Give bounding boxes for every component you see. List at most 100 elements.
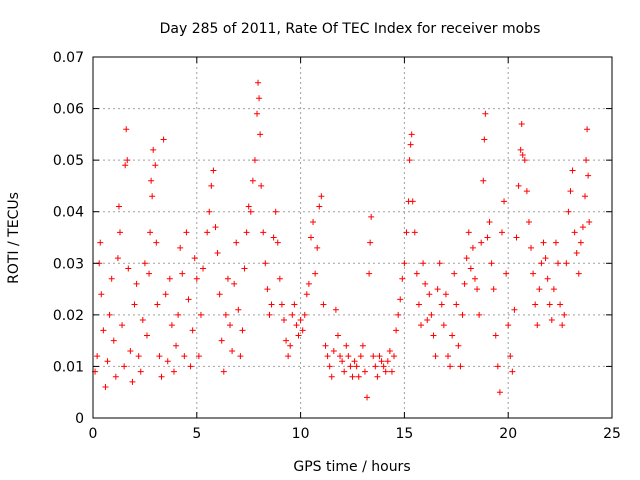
data-point [245,203,252,210]
data-point [434,286,441,293]
data-point [374,373,381,380]
data-point [200,265,207,272]
data-point [158,373,165,380]
x-tick-label: 0 [89,426,98,442]
data-point [326,363,333,370]
data-point [229,347,236,354]
data-point [268,301,275,308]
data-point [193,275,200,282]
data-point [94,353,101,360]
data-point [518,121,525,128]
data-point [503,270,510,277]
data-point [567,188,574,195]
data-point [523,188,530,195]
grid-lines [93,57,612,418]
data-point [455,342,462,349]
data-point [251,157,258,164]
y-tick-label: 0.02 [53,308,84,324]
data-point [534,322,541,329]
plot-area-border [92,56,613,419]
data-point [585,172,592,179]
data-point [295,332,302,339]
data-point [339,358,346,365]
data-point [355,373,362,380]
data-point [289,311,296,318]
data-point [384,358,391,365]
data-point [104,358,111,365]
data-point [334,332,341,339]
data-point [343,342,350,349]
data-point [420,260,427,267]
data-point [490,286,497,293]
data-point [440,322,447,329]
data-point [401,260,408,267]
data-point [422,280,429,287]
data-point [548,317,555,324]
data-point [486,219,493,226]
data-point [367,239,374,246]
data-point [119,322,126,329]
data-point [303,291,310,298]
data-point [428,311,435,318]
data-point [370,353,377,360]
data-point [577,239,584,246]
data-point [345,353,352,360]
data-point [278,301,285,308]
data-point [191,255,198,262]
data-point [406,157,413,164]
data-point [218,337,225,344]
data-point [272,208,279,215]
data-point [341,368,348,375]
data-point [386,347,393,354]
data-point [204,229,211,236]
data-point [320,301,327,308]
data-point [173,342,180,349]
data-point [582,193,589,200]
data-point [220,368,227,375]
data-point [480,177,487,184]
data-point [482,110,489,117]
data-point [530,270,537,277]
data-point [285,353,292,360]
data-point [424,317,431,324]
data-point [557,301,564,308]
data-point [124,157,131,164]
data-point [563,260,570,267]
data-point [447,363,454,370]
data-point [481,136,488,143]
data-point [299,327,306,334]
data-point [397,296,404,303]
data-point [256,95,263,102]
x-tick-label: 10 [292,426,310,442]
data-point [318,193,325,200]
data-point [227,322,234,329]
data-point [189,327,196,334]
data-point [361,368,368,375]
data-point [212,224,219,231]
data-point [349,373,356,380]
data-point [208,182,215,189]
data-point [312,270,319,277]
data-point [129,378,136,385]
data-point [494,363,501,370]
data-point [166,275,173,282]
data-point [517,146,524,153]
data-point [224,275,231,282]
data-point [135,353,142,360]
data-point [102,384,109,391]
data-point [395,311,402,318]
data-point [266,311,273,318]
data-point [388,368,395,375]
data-point [122,162,129,169]
data-point [364,394,371,401]
data-point [569,167,576,174]
data-point [573,249,580,256]
data-point [258,182,265,189]
data-point [498,229,505,236]
y-tick-label: 0.01 [53,359,84,375]
data-point [322,342,329,349]
data-point [123,126,130,133]
data-point [586,219,593,226]
data-point [247,208,254,215]
data-point [287,342,294,349]
